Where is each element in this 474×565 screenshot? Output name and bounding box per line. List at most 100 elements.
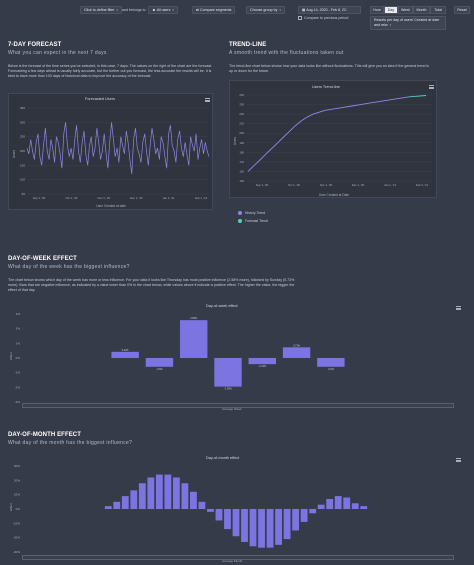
dom-bar-2 — [113, 501, 121, 509]
y-tick-label: 180 — [239, 150, 244, 154]
forecast-y-axis-label: Users — [12, 149, 16, 158]
dow-heading: DAY-OF-WEEK EFFECT — [8, 256, 77, 262]
dow-bar-value-label: -1.95% — [224, 388, 232, 391]
dom-range-slider[interactable] — [22, 555, 454, 560]
y-tick-label: -20% — [13, 536, 20, 540]
forecast-trend-legend-dot — [238, 219, 242, 223]
chevron-down-icon: ▾ — [389, 22, 392, 27]
x-tick-label: Oct 1, '20 — [288, 183, 300, 187]
dow-bar-sun — [317, 358, 345, 367]
forecast-series-line — [26, 122, 210, 174]
dom-bar-8 — [164, 474, 172, 509]
compare-period-label: Compare to previous period — [304, 16, 349, 20]
y-tick-label: 2% — [16, 327, 21, 331]
y-tick-label: 10% — [14, 493, 20, 497]
trend-x-axis-label: User Created at Date — [319, 193, 349, 197]
users-dropdown[interactable]: ☻ All users ▾ — [148, 6, 178, 14]
dow-subheading: What day of the week has the biggest inf… — [8, 264, 130, 270]
dom-bar-28 — [334, 496, 342, 509]
forecast-chart-title: Forecasted Users — [85, 97, 115, 101]
dom-range-label: Average Month — [222, 559, 243, 563]
y-tick-label: 300 — [20, 120, 25, 124]
dom-bar-14 — [215, 509, 223, 521]
x-tick-label: Jan 1, '21 — [163, 196, 175, 200]
dom-subheading: What day of the month has the biggest in… — [8, 440, 133, 446]
x-tick-label: Nov 1, '20 — [98, 196, 111, 200]
dow-range-label: Average Week — [222, 407, 242, 411]
dom-bar-20 — [266, 509, 274, 548]
dow-description: The chart below shows which day of the w… — [8, 278, 295, 292]
chart-menu-icon[interactable] — [456, 458, 461, 462]
forecast-trend-legend-label[interactable]: Forecast Trend — [245, 219, 268, 223]
tab-day[interactable]: Day — [384, 6, 398, 14]
dom-bar-24 — [300, 509, 308, 522]
forecast-chart-panel: Forecasted Users 50 100 150 200 250 300 350 Se… — [8, 93, 213, 210]
dom-bar-1 — [104, 506, 112, 509]
y-tick-label: 150 — [20, 163, 25, 167]
chart-menu-icon[interactable] — [205, 98, 210, 102]
group-by-dropdown[interactable]: Choose group by ▾ — [246, 6, 285, 14]
dow-bar-value-label: 0.73% — [293, 344, 301, 347]
y-tick-label: 150 — [239, 179, 244, 183]
dom-chart: 30% 20% 10% 0% -10% -20% -30% Effect — [9, 464, 462, 554]
dom-bar-15 — [224, 509, 231, 530]
x-tick-label: Sep 1, '20 — [256, 183, 269, 187]
y-tick-label: 0% — [16, 356, 21, 360]
dom-bar-12 — [198, 501, 206, 509]
y-tick-label: 100 — [20, 178, 25, 182]
dom-y-axis-label: Effect — [9, 503, 13, 511]
dow-chart: 3% 2% 1% 0% -1% -2% -3% 0.42% -0.6% 2.58% -1.95% -… — [9, 312, 462, 404]
x-tick-label: Feb 1, '21 — [416, 183, 429, 187]
dom-bar-13 — [207, 509, 214, 512]
tab-hour[interactable]: Hour — [370, 6, 384, 14]
dom-bar-4 — [130, 490, 138, 509]
tab-total[interactable]: Total — [430, 6, 446, 14]
chart-menu-icon[interactable] — [429, 85, 434, 89]
results-per-dropdown[interactable]: Results per day of users' Created at dat… — [370, 16, 446, 30]
dow-bar-value-label: -0.42% — [258, 365, 266, 368]
filter-button[interactable]: Click to define filter ▾ — [80, 6, 122, 14]
forecast-trend-line — [408, 95, 427, 98]
dom-bar-16 — [232, 509, 240, 537]
trend-chart: 150 160 170 180 190 200 210 220 230 240 Sep 1, '2… — [233, 93, 432, 197]
compare-icon: ⇄ — [196, 8, 201, 12]
dom-bar-7 — [155, 474, 163, 509]
dom-bar-25 — [309, 509, 317, 514]
forecast-description: Below is the forecast of the time series… — [8, 64, 213, 78]
dom-bar-26 — [317, 504, 325, 509]
dom-bar-5 — [138, 483, 146, 509]
compare-period-checkbox[interactable] — [298, 16, 302, 20]
y-tick-label: -2% — [15, 385, 21, 389]
y-tick-label: 230 — [239, 103, 244, 107]
reset-button[interactable]: Reset — [454, 6, 470, 14]
dow-bar-sat — [282, 347, 311, 358]
dow-bar-thu — [214, 358, 242, 387]
y-tick-label: 160 — [239, 169, 244, 173]
tab-month[interactable]: Month — [413, 6, 430, 14]
y-tick-label: -30% — [13, 550, 20, 554]
trend-chart-title: Users Trend-line — [312, 85, 340, 89]
y-tick-label: -10% — [13, 521, 20, 525]
dom-bar-21 — [275, 509, 282, 545]
history-trend-legend-label[interactable]: History Trend — [245, 211, 266, 215]
compare-segments-button[interactable]: ⇄ Compare segments — [192, 6, 236, 14]
dom-bar-6 — [147, 477, 155, 509]
forecast-chart: 50 100 150 200 250 300 350 Sep 1, '20 Oct 1, '2… — [12, 106, 210, 208]
history-trend-legend-dot — [238, 211, 242, 215]
trend-y-axis-label: Users — [233, 136, 237, 145]
dow-range-slider[interactable] — [22, 403, 454, 408]
dom-bar-3 — [121, 496, 129, 509]
y-tick-label: 200 — [20, 149, 25, 153]
chart-menu-icon[interactable] — [456, 306, 461, 310]
date-range-picker[interactable]: ▦ Aug 14, 2020 - Feb 8, 2C — [298, 6, 361, 14]
chevron-down-icon: ▾ — [172, 8, 174, 12]
y-tick-label: 20% — [14, 478, 20, 482]
dow-bar-mon — [111, 351, 139, 358]
dow-bar-value-label: -0.6% — [156, 368, 163, 371]
forecast-x-axis-label: User Created at date — [96, 204, 126, 208]
y-tick-label: 50 — [22, 192, 26, 196]
dow-chart-panel: Day-of-week effect 3% 2% 1% 0% -1% -2% -3% 0.4… — [8, 300, 462, 412]
forecast-heading: 7-DAY FORECAST — [8, 42, 62, 48]
tab-week[interactable]: Week — [398, 6, 413, 14]
y-tick-label: 1% — [16, 341, 21, 345]
